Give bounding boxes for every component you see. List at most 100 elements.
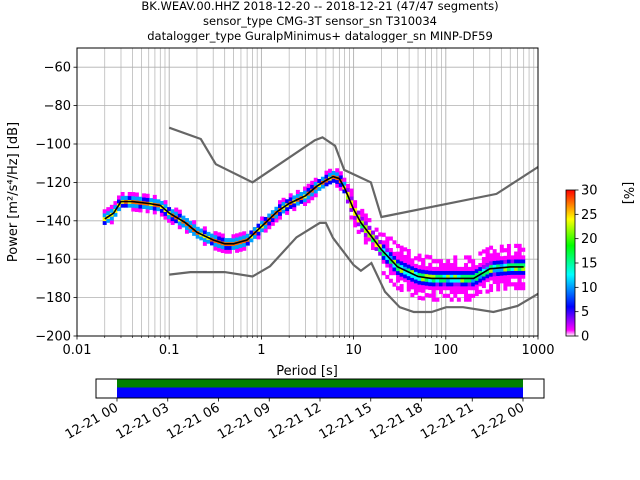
heatmap-cell	[446, 259, 451, 264]
heatmap-cell	[496, 268, 501, 273]
x-tick-label: 100	[433, 343, 458, 358]
heatmap-cell	[421, 281, 426, 286]
heatmap-cell	[235, 248, 240, 253]
heatmap-cell	[202, 237, 207, 243]
heatmap-cell	[431, 289, 436, 295]
heatmap-cell	[353, 200, 358, 205]
heatmap-cell	[474, 268, 479, 274]
heatmap-cell	[353, 219, 358, 224]
heatmap-cell	[184, 229, 189, 234]
heatmap-cell	[396, 259, 401, 264]
heatmap-cell	[320, 184, 325, 189]
heatmap-cell	[345, 183, 350, 189]
heatmap-cell	[363, 228, 368, 233]
heatmap-cell	[510, 270, 515, 275]
heatmap-cell	[492, 260, 497, 265]
heatmap-cell	[331, 170, 336, 176]
heatmap-cell	[481, 260, 486, 266]
heatmap-cell	[392, 240, 397, 245]
heatmap-cell	[363, 213, 368, 218]
heatmap-cell	[385, 255, 390, 260]
heatmap-cell	[235, 237, 240, 242]
heatmap-cell	[381, 259, 386, 264]
heatmap-cell	[435, 274, 440, 279]
noise-model-lower	[169, 221, 539, 314]
heatmap-cell	[428, 270, 433, 275]
heatmap-cell	[399, 276, 404, 281]
heatmap-cell	[381, 251, 386, 257]
heatmap-cell	[353, 223, 358, 228]
heatmap-cell	[399, 253, 404, 258]
heatmap-cell	[210, 241, 215, 246]
heatmap-cell	[496, 279, 501, 284]
x-tick-label: 1	[257, 343, 265, 358]
heatmap-cell	[431, 293, 436, 298]
heatmap-cell	[174, 211, 179, 216]
heatmap-cell	[181, 223, 186, 228]
heatmap-cell	[388, 271, 393, 276]
heatmap-cell	[388, 248, 393, 253]
heatmap-cell	[449, 274, 454, 279]
heatmap-cell	[431, 282, 436, 287]
heatmap-cell	[438, 263, 443, 268]
heatmap-cell	[467, 286, 472, 291]
heatmap-cell	[496, 264, 501, 269]
colorbar-tick-label: 20	[581, 232, 598, 247]
heatmap-cell	[385, 274, 390, 280]
heatmap-cell	[388, 255, 393, 260]
heatmap-cell	[464, 266, 469, 272]
heatmap-cell	[392, 251, 397, 256]
heatmap-cell	[464, 282, 469, 287]
heatmap-cell	[356, 222, 361, 227]
heatmap-cell	[367, 225, 372, 230]
heatmap-cell	[417, 295, 422, 301]
heatmap-cell	[521, 274, 526, 279]
heatmap-cell	[313, 181, 318, 186]
heatmap-cell	[385, 244, 390, 249]
heatmap-cell	[188, 228, 193, 233]
heatmap-cell	[489, 253, 494, 258]
heatmap-cell	[410, 269, 415, 275]
heatmap-cell	[102, 220, 107, 225]
colorbar-ticks: 0 5 10 15 20 25 30	[575, 184, 598, 345]
heatmap-cell	[213, 231, 218, 236]
heatmap-cell	[113, 204, 118, 210]
heatmap-cell	[406, 275, 411, 281]
heatmap-cell	[521, 270, 526, 275]
heatmap-cell	[449, 289, 454, 295]
heatmap-cell	[249, 238, 254, 243]
heatmap-cell	[145, 193, 150, 198]
heatmap-cell	[202, 241, 207, 246]
heatmap-cell	[285, 206, 290, 212]
heatmap-cell	[109, 216, 114, 221]
heatmap-cell	[464, 255, 469, 260]
heatmap-cell	[360, 224, 365, 229]
heatmap-cell	[442, 286, 447, 291]
heatmap-cell	[424, 277, 429, 282]
heatmap-cell	[446, 286, 451, 291]
heatmap-cell	[249, 230, 254, 235]
heatmap-cell	[478, 282, 483, 287]
heatmap-cell	[167, 207, 172, 212]
heatmap-cell	[192, 224, 197, 229]
heatmap-cell	[492, 256, 497, 261]
y-tick-label: −180	[35, 291, 71, 306]
heatmap-cell	[385, 251, 390, 257]
heatmap-cell	[170, 216, 175, 222]
heatmap-cell	[138, 208, 143, 213]
heatmap-cell	[478, 270, 483, 275]
heatmap-cell	[403, 254, 408, 260]
heatmap-cell	[356, 229, 361, 234]
heatmap-cell	[106, 210, 111, 216]
heatmap-cell	[131, 207, 136, 212]
heatmap-cell	[217, 236, 222, 241]
heatmap-cell	[217, 232, 222, 237]
heatmap-cell	[489, 257, 494, 262]
heatmap-cell	[424, 293, 429, 298]
heatmap-cell	[349, 200, 354, 205]
heatmap-cell	[360, 228, 365, 233]
heatmap-cell	[514, 282, 519, 287]
heatmap-cell	[499, 267, 504, 272]
heatmap-cell	[435, 278, 440, 283]
heatmap-cell	[438, 289, 443, 295]
